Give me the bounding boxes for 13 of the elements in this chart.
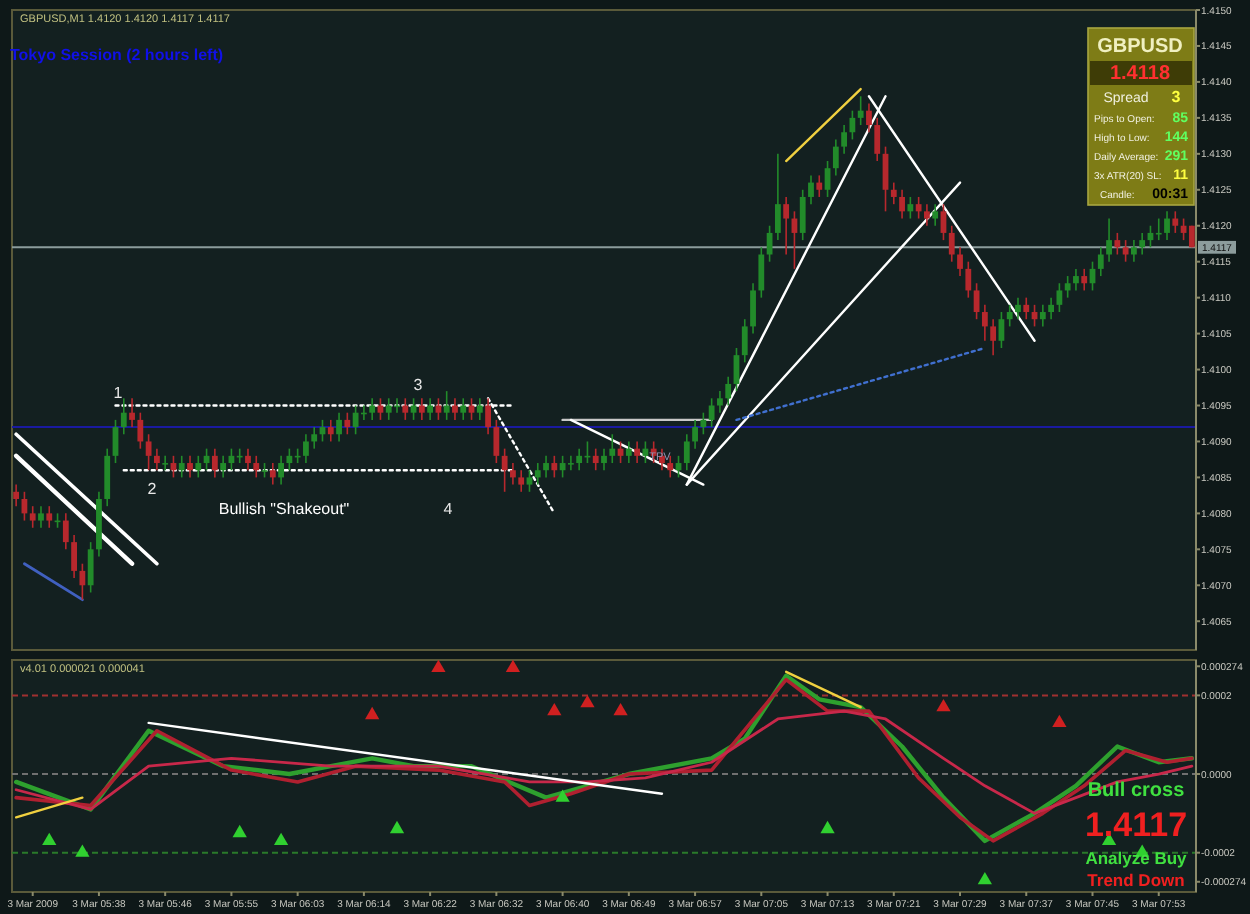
annotation: Trend Down [1087, 870, 1185, 890]
annotation: 3 [413, 376, 424, 394]
annotation: 1.4118 [1109, 63, 1171, 85]
annotation: 2 [147, 480, 158, 498]
annotation: Analyze Buy [1085, 848, 1188, 868]
annotation: 1 [113, 384, 124, 402]
annotation: Bull cross [1087, 780, 1186, 802]
annotation: 3 [1171, 88, 1182, 106]
annotation: 1.4117 [1084, 806, 1188, 844]
annotation: GBPUSD [1097, 36, 1183, 58]
annotation: Tokyo Session (2 hours left) [10, 46, 224, 64]
annotation: Bullish "Shakeout" [218, 500, 350, 518]
annotation: 4 [443, 500, 454, 518]
